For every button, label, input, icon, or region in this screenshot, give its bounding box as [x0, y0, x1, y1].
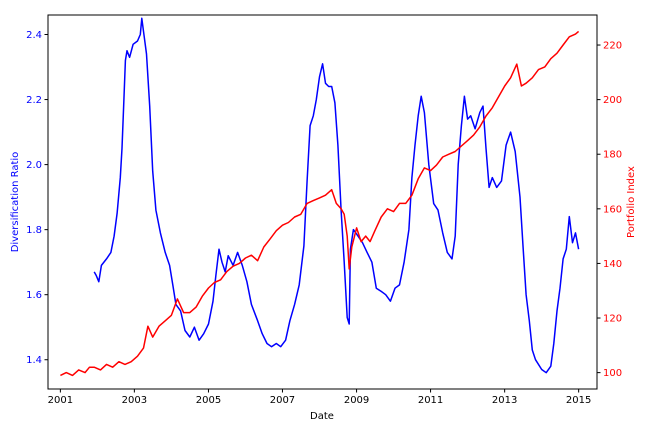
plot-frame — [47, 14, 598, 390]
right-y-tick-label: 140 — [603, 259, 622, 270]
left-y-tick-label: 1.6 — [26, 290, 42, 301]
x-tick-label: 2009 — [344, 395, 369, 406]
x-tick-label: 2011 — [418, 395, 443, 406]
x-axis-label: Date — [310, 411, 334, 422]
x-tick-label: 2003 — [122, 395, 147, 406]
diversification-ratio-line — [93, 17, 580, 374]
right-y-tick-label: 120 — [603, 314, 622, 325]
right-y-tick-label: 180 — [603, 150, 622, 161]
left-y-axis-label: Diversification Ratio — [10, 152, 21, 253]
left-y-tick-label: 1.8 — [26, 225, 42, 236]
left-y-tick-label: 2.0 — [26, 160, 42, 171]
x-tick-label: 2007 — [270, 395, 295, 406]
right-y-tick-label: 160 — [603, 204, 622, 215]
series-layer — [60, 17, 580, 377]
left-y-tick-label: 1.4 — [26, 355, 42, 366]
right-y-axis: 100 120 140 160 180 200 220 — [597, 41, 622, 379]
left-y-tick-label: 2.2 — [26, 95, 42, 106]
right-y-tick-label: 100 — [603, 368, 622, 379]
portfolio-index-line — [60, 30, 580, 377]
right-y-axis-label: Portfolio Index — [626, 166, 637, 238]
x-axis: 2001 2003 2005 2007 2009 2011 2013 2015 — [48, 389, 591, 406]
plot-area — [48, 15, 597, 389]
x-tick-label: 2001 — [48, 395, 73, 406]
x-tick-label: 2005 — [196, 395, 221, 406]
right-y-tick-label: 200 — [603, 95, 622, 106]
right-y-tick-label: 220 — [603, 41, 622, 52]
left-y-axis: 1.4 1.6 1.8 2.0 2.2 2.4 — [26, 30, 48, 366]
x-tick-label: 2015 — [566, 395, 591, 406]
x-tick-label: 2013 — [492, 395, 517, 406]
left-y-tick-label: 2.4 — [26, 30, 42, 41]
